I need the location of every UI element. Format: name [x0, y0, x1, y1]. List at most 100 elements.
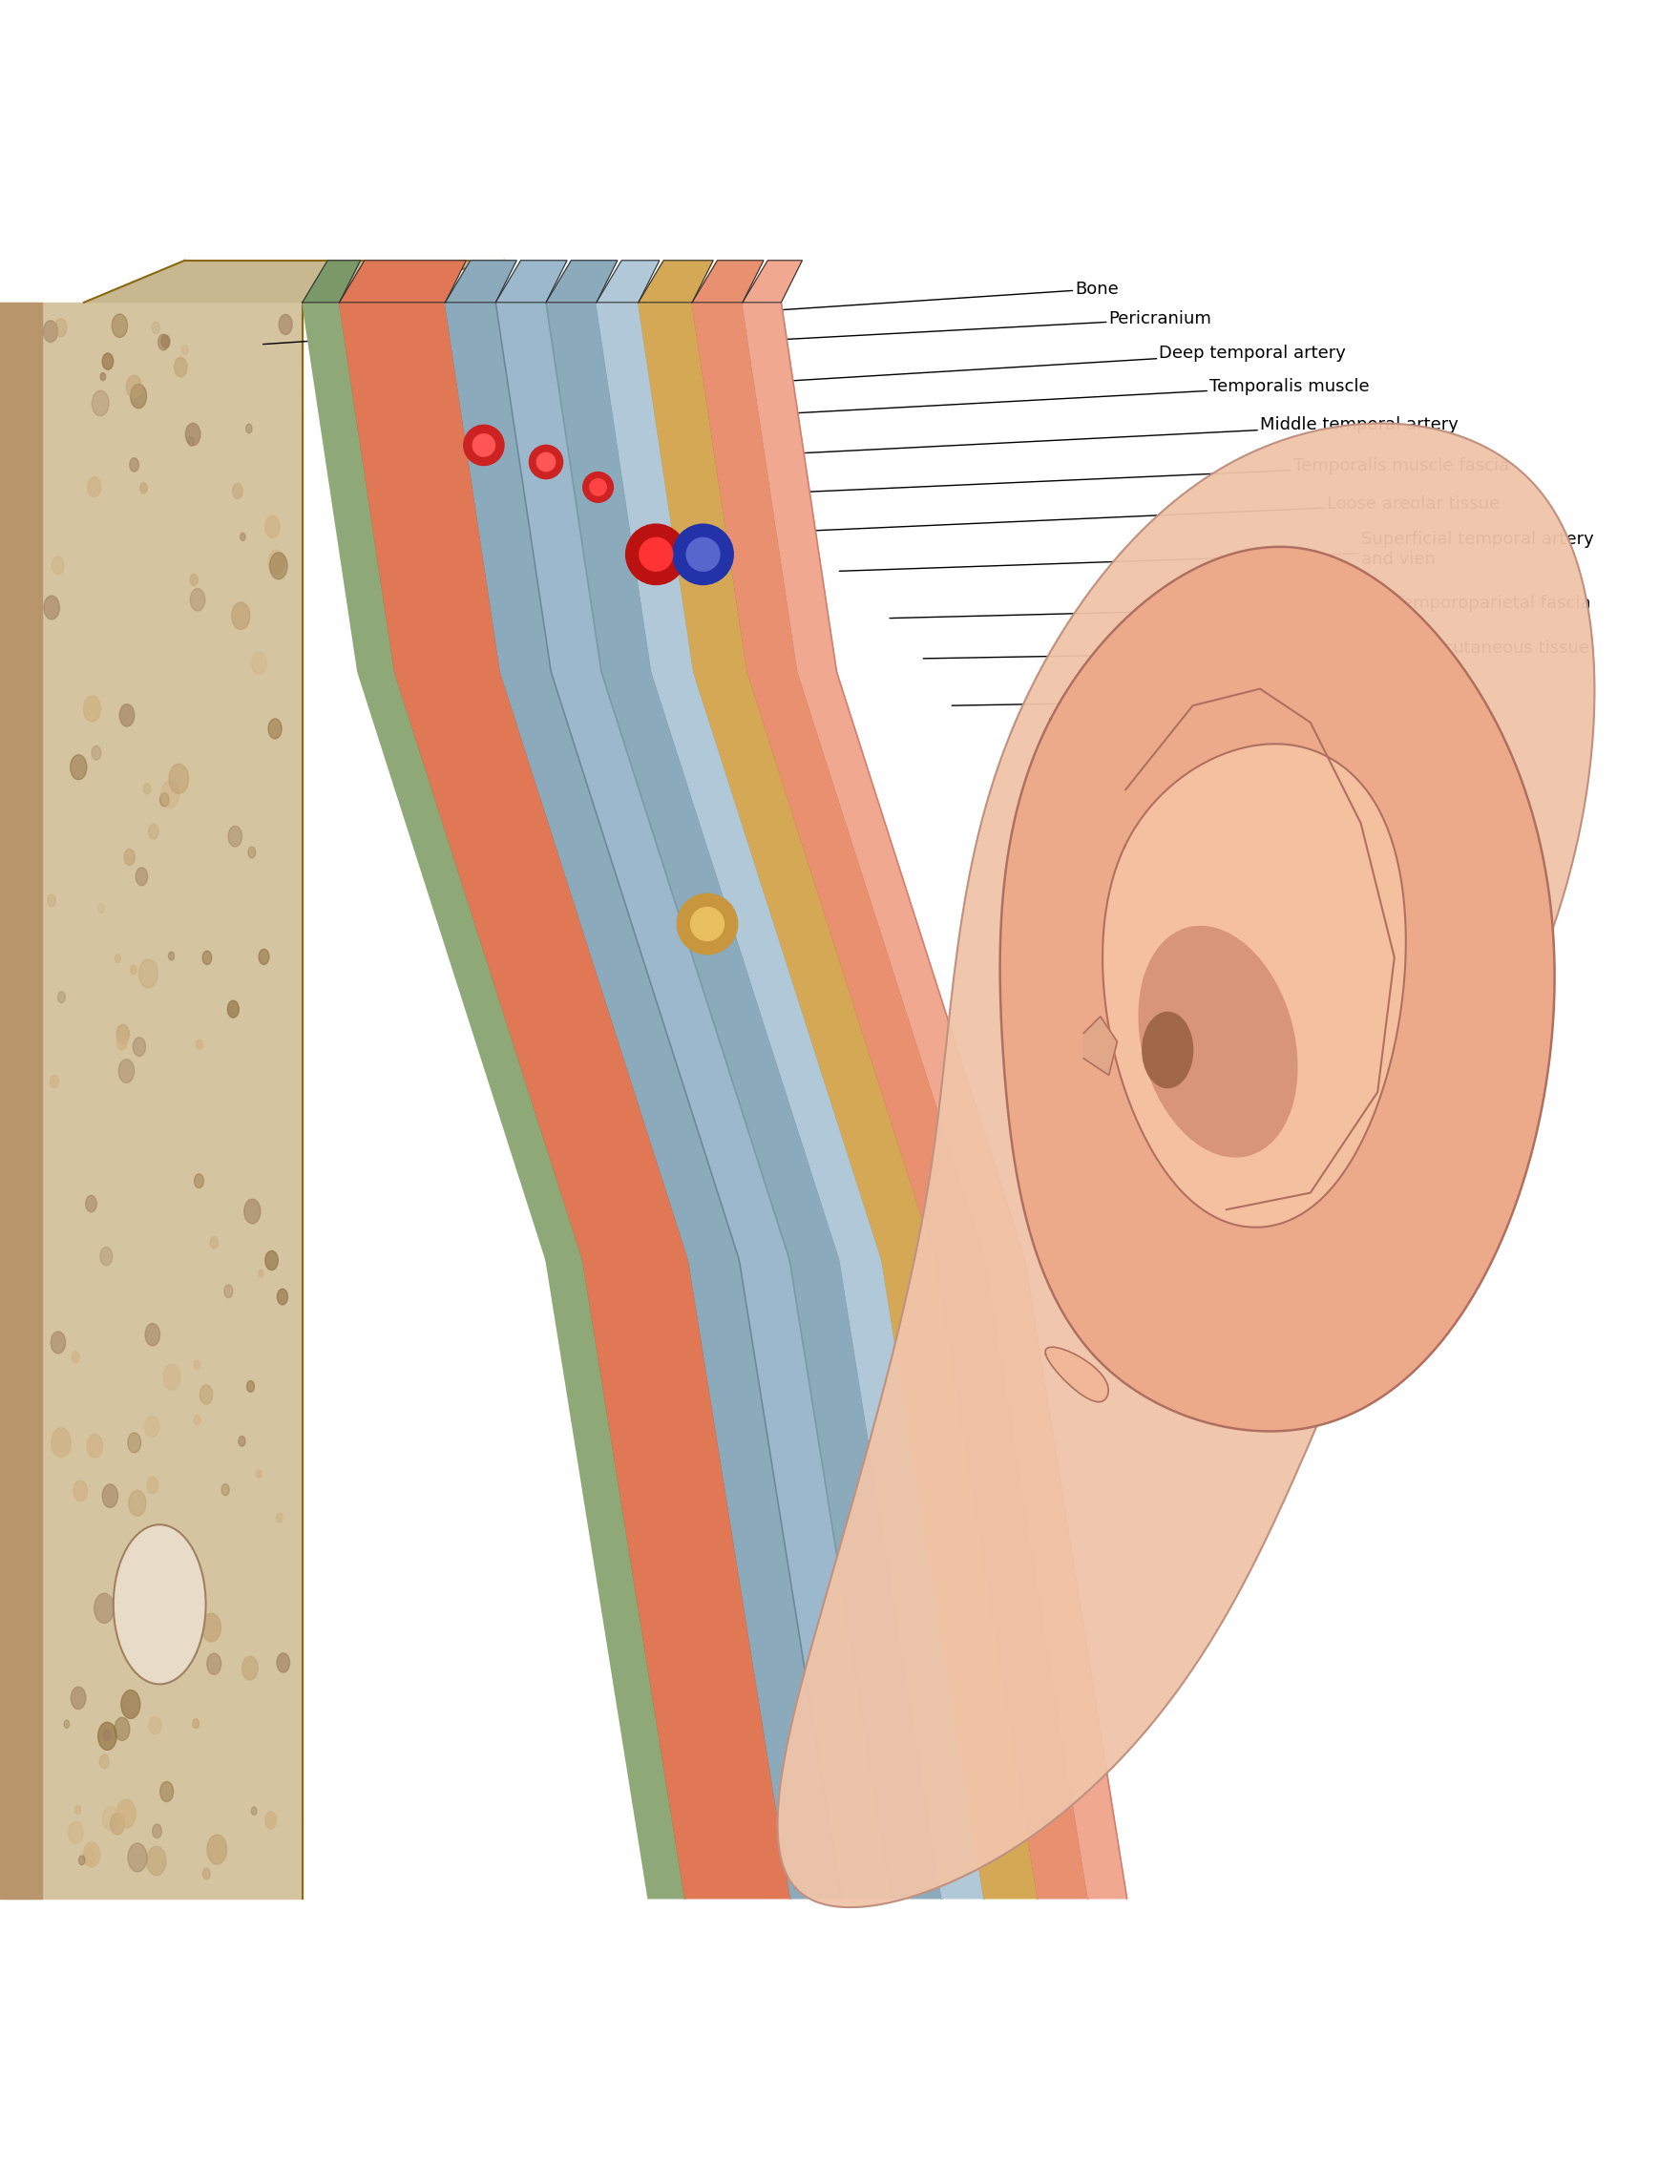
Text: Pericranium: Pericranium: [381, 310, 1211, 360]
Ellipse shape: [151, 321, 160, 334]
Ellipse shape: [86, 1195, 97, 1212]
Ellipse shape: [244, 1199, 260, 1223]
Circle shape: [625, 524, 685, 585]
Ellipse shape: [87, 1435, 102, 1457]
Ellipse shape: [57, 992, 66, 1002]
Polygon shape: [743, 301, 1127, 1898]
Ellipse shape: [131, 965, 136, 974]
Ellipse shape: [94, 1594, 114, 1623]
Text: Subcutaneous tissue: Subcutaneous tissue: [924, 640, 1589, 660]
Ellipse shape: [114, 1717, 129, 1741]
Polygon shape: [1102, 745, 1406, 1227]
Ellipse shape: [259, 1269, 264, 1278]
Ellipse shape: [160, 1782, 173, 1802]
Ellipse shape: [240, 533, 245, 542]
Ellipse shape: [265, 1813, 277, 1828]
Ellipse shape: [222, 1483, 228, 1496]
Ellipse shape: [102, 354, 113, 369]
Ellipse shape: [277, 1289, 287, 1304]
Polygon shape: [638, 301, 1038, 1898]
Ellipse shape: [44, 321, 57, 343]
Ellipse shape: [188, 437, 195, 446]
Text: Loose areolar tissue: Loose areolar tissue: [773, 496, 1500, 533]
Ellipse shape: [242, 1655, 259, 1679]
Ellipse shape: [249, 847, 255, 858]
Ellipse shape: [185, 424, 200, 446]
Circle shape: [687, 537, 719, 570]
Ellipse shape: [279, 314, 292, 334]
Polygon shape: [496, 301, 892, 1898]
Ellipse shape: [136, 867, 148, 885]
Ellipse shape: [44, 596, 59, 620]
Ellipse shape: [54, 319, 67, 336]
Ellipse shape: [193, 1415, 200, 1424]
Ellipse shape: [92, 391, 109, 415]
Ellipse shape: [87, 476, 101, 498]
Ellipse shape: [228, 826, 242, 847]
Polygon shape: [638, 260, 714, 301]
Circle shape: [472, 435, 496, 456]
Ellipse shape: [64, 1721, 69, 1728]
Ellipse shape: [92, 747, 101, 760]
Ellipse shape: [50, 1075, 59, 1088]
Ellipse shape: [146, 1476, 158, 1494]
Ellipse shape: [99, 1754, 109, 1769]
Ellipse shape: [247, 1380, 254, 1391]
Ellipse shape: [113, 314, 128, 336]
Polygon shape: [692, 260, 763, 301]
Ellipse shape: [84, 697, 101, 721]
Ellipse shape: [72, 1352, 79, 1363]
Ellipse shape: [76, 1806, 81, 1815]
Polygon shape: [596, 301, 984, 1898]
Circle shape: [529, 446, 563, 478]
Polygon shape: [596, 260, 659, 301]
Ellipse shape: [144, 1324, 160, 1345]
Ellipse shape: [97, 1723, 116, 1749]
Ellipse shape: [74, 1481, 87, 1500]
Text: Temporal branch of
the facial nerve: Temporal branch of the facial nerve: [1011, 865, 1393, 946]
Ellipse shape: [150, 1717, 161, 1734]
Ellipse shape: [161, 334, 170, 347]
Ellipse shape: [232, 483, 242, 498]
Ellipse shape: [84, 1848, 96, 1865]
Ellipse shape: [102, 1806, 119, 1830]
Polygon shape: [778, 424, 1594, 1907]
Ellipse shape: [210, 1236, 218, 1249]
Ellipse shape: [153, 1824, 161, 1839]
Ellipse shape: [190, 590, 205, 612]
Text: Skin: Skin: [953, 688, 1462, 705]
Ellipse shape: [139, 959, 158, 987]
Circle shape: [583, 472, 613, 502]
Ellipse shape: [158, 334, 168, 349]
Circle shape: [640, 537, 672, 570]
Ellipse shape: [119, 703, 134, 727]
Ellipse shape: [163, 1365, 180, 1389]
Polygon shape: [692, 301, 1089, 1898]
Text: Temporoparietal fascia: Temporoparietal fascia: [890, 594, 1591, 618]
Ellipse shape: [114, 954, 121, 963]
Polygon shape: [743, 260, 803, 301]
Polygon shape: [0, 301, 42, 1898]
Circle shape: [677, 893, 738, 954]
Polygon shape: [84, 260, 504, 301]
Ellipse shape: [197, 1040, 203, 1048]
Polygon shape: [445, 301, 842, 1898]
Ellipse shape: [84, 1843, 99, 1867]
Ellipse shape: [269, 550, 284, 574]
Ellipse shape: [124, 850, 134, 865]
Ellipse shape: [200, 1385, 213, 1404]
Ellipse shape: [252, 653, 267, 675]
Ellipse shape: [195, 1173, 203, 1188]
Ellipse shape: [128, 1843, 146, 1872]
Ellipse shape: [269, 719, 282, 738]
Circle shape: [464, 426, 504, 465]
Ellipse shape: [121, 1690, 139, 1719]
Polygon shape: [0, 301, 302, 1898]
Ellipse shape: [131, 384, 146, 408]
Ellipse shape: [126, 376, 141, 397]
Ellipse shape: [193, 1719, 198, 1728]
Ellipse shape: [265, 515, 281, 537]
Ellipse shape: [118, 1800, 136, 1828]
Ellipse shape: [1139, 926, 1297, 1158]
Text: Temporalis muscle: Temporalis muscle: [608, 378, 1369, 424]
